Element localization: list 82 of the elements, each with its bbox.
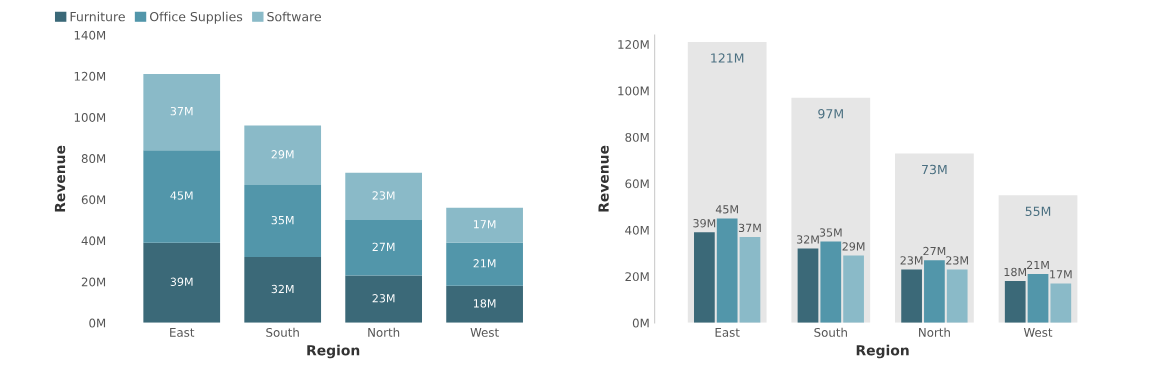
bar [1004, 281, 1026, 323]
bar [924, 260, 945, 323]
x-tick-label: South [814, 327, 847, 337]
bar [345, 172, 423, 221]
y-axis-title: Revenue [598, 145, 609, 212]
bar [901, 269, 922, 323]
bar [716, 218, 738, 323]
data-label: 45M [715, 205, 738, 214]
bar [345, 275, 423, 323]
y-tick-label: 40M [81, 236, 106, 246]
y-tick-label: 0M [89, 318, 106, 328]
bar [843, 255, 864, 323]
y-tick-label: 60M [81, 195, 106, 205]
y-tick-label: 20M [81, 277, 106, 287]
data-label: 29M [842, 242, 865, 251]
legend-label: Software [267, 11, 321, 22]
bar [244, 185, 322, 258]
x-tick-label: North [368, 327, 400, 337]
data-label: 18M [473, 299, 496, 308]
data-label: 39M [170, 277, 193, 286]
y-tick-label: 80M [81, 154, 106, 164]
data-label: 37M [170, 106, 193, 116]
x-tick-label: West [1023, 328, 1053, 337]
y-tick-label: 100M [74, 112, 106, 122]
bar [446, 242, 523, 286]
data-label: 73M [922, 164, 947, 175]
bar [143, 242, 221, 323]
data-label: 35M [271, 215, 294, 225]
bar [345, 220, 423, 276]
data-label: 23M [900, 256, 923, 265]
data-label: 97M [818, 109, 843, 119]
y-tick-label: 120M [618, 40, 649, 49]
bar [820, 241, 842, 323]
y-tick-label: 140M [74, 30, 106, 40]
y-tick-label: 0M [632, 318, 649, 328]
legend-label: Furniture [70, 11, 125, 22]
data-label: 27M [372, 242, 395, 251]
x-tick-label: South [266, 327, 299, 337]
bar [946, 269, 968, 323]
x-tick-label: North [919, 327, 950, 337]
data-label: 23M [372, 294, 395, 303]
data-label: 23M [372, 191, 395, 200]
data-label: 32M [796, 235, 819, 244]
bar [797, 248, 819, 323]
y-tick-label: 100M [618, 86, 649, 96]
data-label: 39M [693, 219, 716, 228]
y-tick-label: 120M [74, 71, 106, 81]
data-label: 35M [819, 228, 842, 237]
x-axis-title: Region [307, 344, 360, 359]
x-tick-label: East [170, 328, 195, 337]
x-tick-label: West [470, 328, 499, 337]
y-tick-label: 60M [625, 179, 649, 189]
data-label: 37M [738, 223, 761, 233]
data-label: 55M [1025, 206, 1051, 216]
data-label: 21M [473, 259, 496, 268]
bar [446, 285, 523, 323]
data-label: 32M [271, 284, 294, 294]
data-label: 17M [1050, 270, 1072, 279]
x-axis-title: Region [856, 344, 909, 359]
data-label: 18M [1004, 267, 1026, 277]
bar [1050, 283, 1072, 323]
data-label: 17M [473, 220, 496, 229]
bar [1027, 274, 1049, 323]
bar [739, 236, 761, 323]
bar [244, 257, 322, 323]
data-label: 27M [923, 246, 946, 256]
y-tick-label: 40M [625, 225, 649, 235]
y-tick-label: 80M [625, 132, 649, 142]
data-label: 21M [1026, 260, 1049, 270]
y-axis-title: Revenue [54, 145, 66, 212]
data-label: 45M [170, 191, 193, 200]
bar [143, 150, 221, 243]
bar [694, 232, 715, 323]
data-label: 29M [271, 150, 294, 159]
bar [244, 125, 322, 186]
bar [143, 74, 221, 151]
bar [446, 207, 523, 243]
legend-label: Office Supplies [149, 11, 243, 24]
y-tick-label: 20M [625, 272, 649, 282]
data-label: 23M [946, 256, 968, 265]
data-label: 121M [711, 53, 744, 63]
x-tick-label: East [715, 328, 740, 337]
